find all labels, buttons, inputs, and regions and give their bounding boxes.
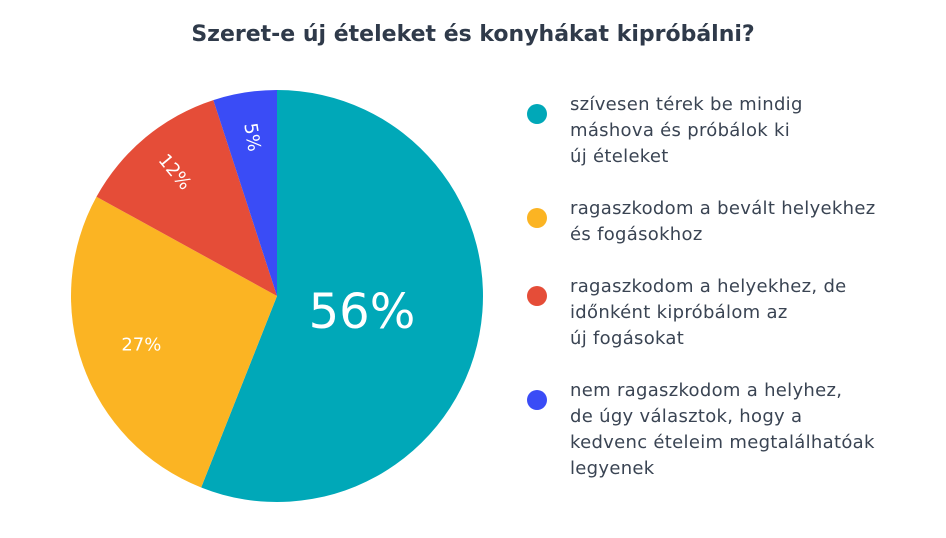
legend-label: ragaszkodom a helyekhez, de időnként kip… <box>570 276 847 349</box>
legend-label: nem ragaszkodom a helyhez, de úgy válasz… <box>570 380 875 479</box>
legend-item-1: szívesen térek be mindig máshova és prób… <box>527 92 927 170</box>
legend-item-2: ragaszkodom a bevált helyekhez és fogáso… <box>527 196 927 248</box>
legend-item-4: nem ragaszkodom a helyhez, de úgy válasz… <box>527 378 927 482</box>
pie-label-2: 27% <box>121 334 161 355</box>
legend-marker <box>527 208 547 228</box>
pie-slice-3 <box>96 100 277 296</box>
pie-slices <box>70 90 484 502</box>
legend-item-3: ragaszkodom a helyekhez, de időnként kip… <box>527 274 927 352</box>
legend-marker <box>527 104 547 124</box>
pie-slice-1 <box>201 90 484 502</box>
pie-slice-2 <box>70 196 277 488</box>
pie-chart: 56%27%12%5% <box>70 90 484 502</box>
legend-label: ragaszkodom a bevált helyekhez és fogáso… <box>570 198 876 245</box>
chart-title: Szeret-e új ételeket és konyhákat kiprób… <box>191 22 755 47</box>
pie-label-1: 56% <box>309 284 416 340</box>
legend-marker <box>527 286 547 306</box>
legend: szívesen térek be mindig máshova és prób… <box>527 92 927 482</box>
pie-slice-4 <box>213 90 277 296</box>
pie-label-4: 5% <box>239 122 264 153</box>
legend-marker <box>527 390 547 410</box>
legend-label: szívesen térek be mindig máshova és prób… <box>570 94 803 167</box>
